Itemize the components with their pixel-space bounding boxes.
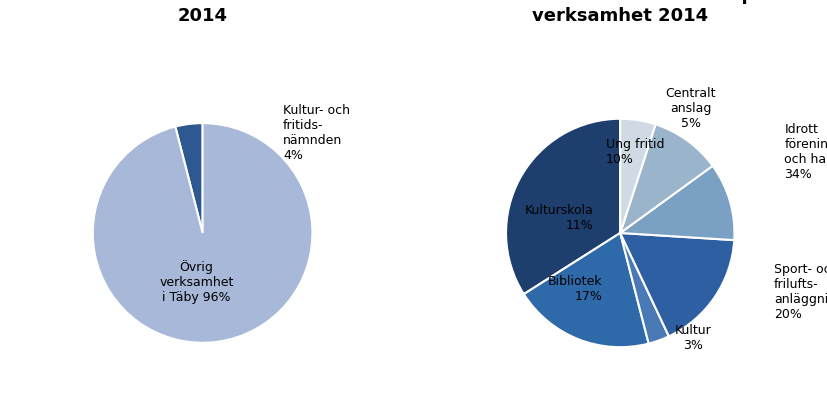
Wedge shape xyxy=(93,123,313,343)
Wedge shape xyxy=(620,233,734,336)
Text: Idrott
föreningar
och hallar
34%: Idrott föreningar och hallar 34% xyxy=(784,124,827,181)
Text: Centralt
anslag
5%: Centralt anslag 5% xyxy=(665,87,716,130)
Title: Nämndens andel av
kommunens nettokostnader
2014: Nämndens andel av kommunens nettokostnad… xyxy=(60,0,345,25)
Text: Sport- och
frilufts-
anläggningar
20%: Sport- och frilufts- anläggningar 20% xyxy=(774,262,827,321)
Wedge shape xyxy=(506,119,620,294)
Text: Bibliotek
17%: Bibliotek 17% xyxy=(548,275,603,302)
Wedge shape xyxy=(620,233,669,344)
Wedge shape xyxy=(620,166,734,240)
Wedge shape xyxy=(175,123,203,233)
Text: Kultur- och
fritids-
nämnden
4%: Kultur- och fritids- nämnden 4% xyxy=(283,104,350,162)
Wedge shape xyxy=(523,233,648,347)
Text: Kulturskola
11%: Kulturskola 11% xyxy=(525,204,594,232)
Text: Ung fritid
10%: Ung fritid 10% xyxy=(605,139,664,166)
Text: Kultur
3%: Kultur 3% xyxy=(675,324,712,352)
Wedge shape xyxy=(620,124,713,233)
Title: Nämndens nettokostnader per
verksamhet 2014: Nämndens nettokostnader per verksamhet 2… xyxy=(466,0,775,25)
Text: Övrig
verksamhet
i Täby 96%: Övrig verksamhet i Täby 96% xyxy=(160,260,233,304)
Wedge shape xyxy=(620,119,656,233)
